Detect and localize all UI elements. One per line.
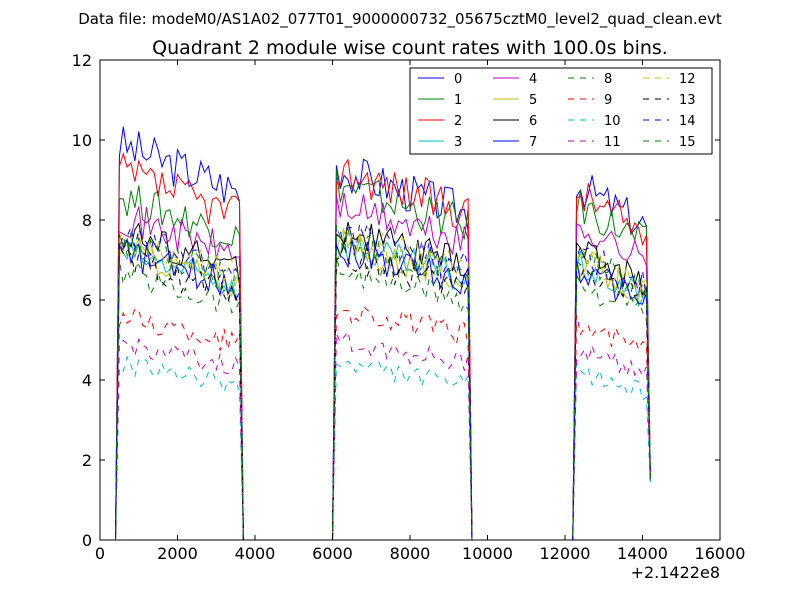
legend-label-9: 9 [604,93,612,108]
x-tick-label: 0 [95,544,105,563]
legend-label-15: 15 [679,135,696,150]
legend-label-1: 1 [454,93,462,108]
x-tick-label: 10000 [462,544,513,563]
series-line-2 [100,152,651,541]
x-axis: 0 2000 4000 6000 8000 10000 12000 14000 16000 [95,60,746,563]
figure-suptitle: Data file: modeM0/AS1A02_077T01_90000007… [78,10,722,29]
legend-label-8: 8 [604,72,612,87]
legend-label-10: 10 [604,114,621,129]
legend-label-7: 7 [529,135,537,150]
series-line-14 [100,222,651,541]
y-tick-label: 2 [82,451,92,470]
legend-label-4: 4 [529,72,537,87]
y-tick-label: 0 [82,531,92,550]
legend-label-3: 3 [454,135,462,150]
x-tick-label: 12000 [540,544,591,563]
chart-title: Quadrant 2 module wise count rates with … [152,37,668,59]
legend-label-14: 14 [679,114,696,129]
series-layer [100,126,651,541]
x-tick-label: 8000 [390,544,431,563]
legend-label-5: 5 [529,93,537,108]
series-line-13 [100,242,651,541]
legend-label-6: 6 [529,114,537,129]
series-line-10 [100,355,651,541]
series-line-11 [100,330,651,541]
x-tick-label: 4000 [235,544,276,563]
y-tick-label: 8 [82,211,92,230]
y-tick-label: 10 [72,131,92,150]
x-tick-label: 14000 [617,544,668,563]
y-tick-label: 6 [82,291,92,310]
legend-label-12: 12 [679,72,696,87]
y-tick-label: 12 [72,51,92,70]
legend-box [409,67,713,155]
series-line-0 [100,126,651,541]
series-line-15 [100,224,651,541]
x-tick-label: 16000 [695,544,746,563]
legend-label-2: 2 [454,114,462,129]
x-offset-label: +2.1422e8 [631,563,720,582]
legend-label-11: 11 [604,135,621,150]
legend-label-13: 13 [679,93,696,108]
x-tick-label: 2000 [157,544,198,563]
series-line-4 [100,192,651,541]
x-tick-label: 6000 [312,544,353,563]
legend-label-0: 0 [454,72,462,87]
y-tick-label: 4 [82,371,92,390]
